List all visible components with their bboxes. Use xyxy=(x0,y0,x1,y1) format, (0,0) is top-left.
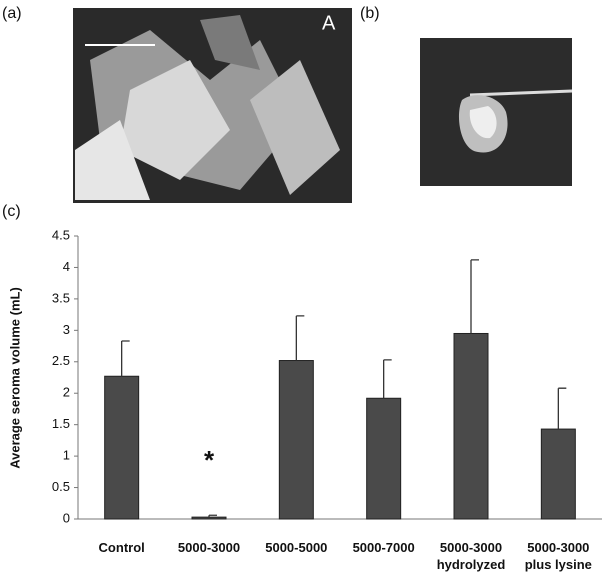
panel-label: (a) xyxy=(2,5,22,22)
y-tick-label: 1 xyxy=(63,448,70,463)
x-tick-label: 5000-7000 xyxy=(352,540,415,555)
y-tick-label: 0 xyxy=(63,510,70,525)
y-tick-label: 0.5 xyxy=(52,479,70,494)
y-axis-label: Average seroma volume (mL) xyxy=(7,287,22,469)
y-tick-label: 4 xyxy=(63,259,70,274)
x-tick-label: 5000-5000 xyxy=(265,540,328,555)
y-tick-label: 4.5 xyxy=(52,227,70,242)
sample-photo xyxy=(420,38,573,186)
inset-label: A xyxy=(322,12,336,34)
y-tick-label: 3.5 xyxy=(52,290,70,305)
error-bar xyxy=(295,315,305,361)
error-bar xyxy=(470,259,479,334)
bar xyxy=(191,516,227,520)
annotation: * xyxy=(204,445,215,475)
x-tick-label: Control xyxy=(98,540,145,555)
bar xyxy=(540,428,576,520)
panel-label: (b) xyxy=(360,5,380,22)
error-bar xyxy=(208,514,217,518)
y-tick-label: 1.5 xyxy=(52,416,70,431)
bar xyxy=(278,360,314,520)
x-tick-label: 5000-3000 plus lysine xyxy=(524,540,592,572)
y-tick-label: 2.5 xyxy=(52,353,70,368)
error-bar xyxy=(383,359,392,399)
x-tick-label: 5000-3000 xyxy=(177,540,241,555)
panel-label: (c) xyxy=(2,203,21,220)
x-tick-label: 5000-3000 hydrolyzed xyxy=(436,540,506,572)
y-tick-label: 3 xyxy=(63,322,70,337)
sem-image xyxy=(73,8,352,203)
y-tick-label: 2 xyxy=(63,385,70,400)
error-bar xyxy=(557,387,567,430)
error-bar xyxy=(121,340,130,377)
bar xyxy=(366,397,402,520)
bar xyxy=(453,332,489,520)
bar xyxy=(104,375,140,520)
